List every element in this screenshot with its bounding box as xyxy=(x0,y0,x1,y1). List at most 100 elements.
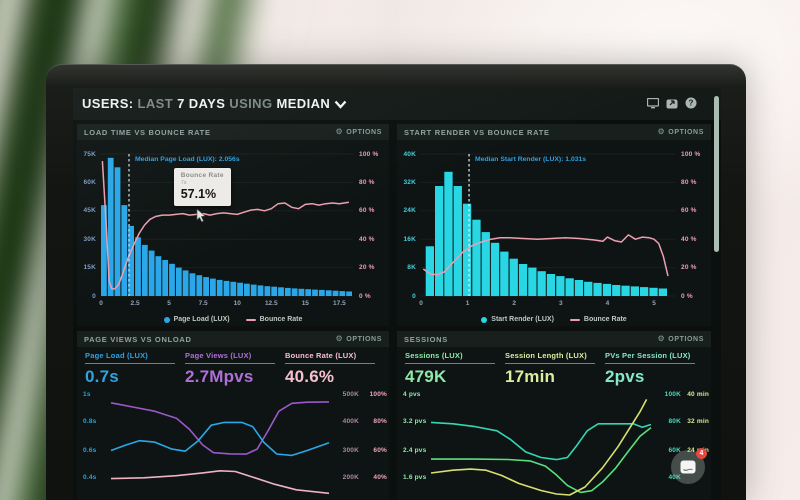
metric-label: PVs Per Session (LUX) xyxy=(605,351,691,360)
axis-tick: 4 pvs xyxy=(403,391,421,398)
metrics-row: Page Load (LUX) 0.7s Page Views (LUX) 2.… xyxy=(77,347,389,391)
legend-dot-icon xyxy=(481,316,488,323)
svg-text:?: ? xyxy=(688,99,693,108)
sessions-chart[interactable]: 4 pvs 100K 40 min 3.2 pvs 80K 32 min 2.4 pvs 60… xyxy=(397,391,711,500)
options-label: OPTIONS xyxy=(346,128,382,136)
axis-tick: 8K xyxy=(407,264,416,272)
tooltip: Bounce Rate 7s 57.1% xyxy=(173,167,231,206)
metric-pvs-per-session: PVs Per Session (LUX) 2pvs xyxy=(605,351,705,387)
users-range-selector[interactable]: USERS: LAST 7 DAYS USING MEDIAN xyxy=(82,96,347,111)
panel-title: SESSIONS xyxy=(404,334,448,344)
bars-series xyxy=(425,171,667,297)
metric-underline xyxy=(605,363,695,364)
line-page-load-s- xyxy=(110,421,330,457)
median-annotation: Median Page Load (LUX): 2.056s xyxy=(135,156,240,163)
share-icon[interactable] xyxy=(665,97,678,109)
axis-tick: 60 % xyxy=(359,207,375,215)
legend-label: Page Load (LUX) xyxy=(173,316,230,323)
axis-tick: 1s xyxy=(83,391,91,398)
options-button[interactable]: ⚙ OPTIONS xyxy=(336,128,383,136)
axis-tick: 100K xyxy=(664,391,681,398)
axis-tick: 12.5 xyxy=(264,300,278,307)
laptop-bezel: USERS: LAST 7 DAYS USING MEDIAN ? xyxy=(46,64,746,500)
axis-tick: 0 xyxy=(99,300,103,307)
gear-icon: ⚙ xyxy=(657,127,666,136)
metric-page-load: Page Load (LUX) 0.7s xyxy=(85,351,185,387)
axis-tick: 1 xyxy=(465,300,470,307)
metric-sessions: Sessions (LUX) 479K xyxy=(405,351,505,387)
line-session-length-min- xyxy=(430,399,648,496)
options-button[interactable]: ⚙ OPTIONS xyxy=(336,335,383,343)
notification-badge: 4 xyxy=(696,448,707,459)
chevron-down-icon[interactable] xyxy=(334,100,347,109)
axis-tick: 17.5 xyxy=(333,300,346,307)
metric-underline xyxy=(285,363,375,364)
legend-item[interactable]: Page Load (LUX) xyxy=(163,316,230,323)
header-median: MEDIAN xyxy=(276,96,331,111)
axis-tick: 60 % xyxy=(681,207,697,215)
panel-header: START RENDER VS BOUNCE RATE ⚙ OPTIONS xyxy=(397,124,711,140)
axis-tick: 40% xyxy=(373,474,387,482)
chat-icon xyxy=(680,460,696,473)
axis-tick: 0 % xyxy=(681,292,693,300)
start-render-chart[interactable]: Median Start Render (LUX): 1.031s 40K 32K 2… xyxy=(397,140,711,326)
axis-tick: 40K xyxy=(403,150,416,158)
metric-value: 2pvs xyxy=(605,367,645,386)
page-views-onload-chart[interactable]: 1s 500K 100% 0.8s 400K 80% 0.6s 300K 60% 0.4s 200K… xyxy=(77,391,389,500)
axis-tick: 5 xyxy=(167,300,171,307)
legend-line-icon xyxy=(569,318,580,321)
axis-tick: 60K xyxy=(668,446,681,454)
legend-item[interactable]: Bounce Rate xyxy=(569,316,627,323)
monitor-icon[interactable] xyxy=(646,97,659,109)
panel-start-render-vs-bounce-rate: START RENDER VS BOUNCE RATE ⚙ OPTIONS Me… xyxy=(397,124,711,326)
help-icon[interactable]: ? xyxy=(684,97,697,109)
screen-scrollbar[interactable] xyxy=(714,96,719,252)
metrics-row: Sessions (LUX) 479K Session Length (LUX)… xyxy=(397,347,711,391)
axis-tick: 2 xyxy=(512,300,517,307)
axis-tick: 100 % xyxy=(681,150,701,158)
options-button[interactable]: ⚙ OPTIONS xyxy=(658,128,705,136)
axis-tick: 0.8s xyxy=(83,418,97,426)
legend-dot-icon xyxy=(163,316,170,323)
bars-series xyxy=(101,157,352,296)
line-pvs-per-session-pvs- xyxy=(431,426,652,494)
line-page-views-k- xyxy=(110,401,330,455)
panel-title: LOAD TIME VS BOUNCE RATE xyxy=(84,127,211,137)
options-label: OPTIONS xyxy=(346,335,382,343)
metric-bounce-rate: Bounce Rate (LUX) 40.6% xyxy=(285,351,385,387)
legend-item[interactable]: Bounce Rate xyxy=(245,316,302,323)
axis-tick: 60% xyxy=(373,446,387,454)
axis-tick: 80K xyxy=(668,418,681,426)
chat-launcher-button[interactable]: 4 xyxy=(671,448,707,484)
axis-tick: 0 xyxy=(92,292,96,300)
axis-tick: 15K xyxy=(83,264,96,272)
legend-line-icon xyxy=(245,318,256,321)
axis-tick: 16K xyxy=(403,235,416,243)
axis-tick: 10 xyxy=(233,300,241,307)
axis-tick: 75K xyxy=(83,150,96,158)
options-button[interactable]: ⚙ OPTIONS xyxy=(658,335,705,343)
axis-tick: 80 % xyxy=(359,178,375,186)
load-time-chart[interactable]: Median Page Load (LUX): 2.056s 75K 60K 45K 3… xyxy=(77,140,389,326)
metric-label: Session Length (LUX) xyxy=(505,351,587,360)
panel-header: PAGE VIEWS VS ONLOAD ⚙ OPTIONS xyxy=(77,331,389,347)
metric-session-length: Session Length (LUX) 17min xyxy=(505,351,605,387)
metric-value: 17min xyxy=(505,367,556,386)
metric-underline xyxy=(505,363,595,364)
line-bounce-rate xyxy=(422,234,669,277)
axis-tick: 500K xyxy=(342,391,359,398)
chart-legend: Page Load (LUX) Bounce Rate xyxy=(77,316,389,323)
axis-tick: 32 min xyxy=(687,418,709,426)
gear-icon: ⚙ xyxy=(335,334,344,343)
laptop-screen: USERS: LAST 7 DAYS USING MEDIAN ? xyxy=(73,88,721,500)
panel-header: SESSIONS ⚙ OPTIONS xyxy=(397,331,711,347)
legend-item[interactable]: Start Render (LUX) xyxy=(481,316,554,323)
axis-tick: 40 % xyxy=(359,235,375,243)
metric-page-views: Page Views (LUX) 2.7Mpvs xyxy=(185,351,285,387)
header-using: USING xyxy=(229,96,273,111)
tooltip-title: Bounce Rate xyxy=(180,171,224,179)
median-annotation: Median Start Render (LUX): 1.031s xyxy=(475,156,587,163)
axis-tick: 0 xyxy=(419,300,423,307)
axis-tick: 24K xyxy=(403,207,416,215)
